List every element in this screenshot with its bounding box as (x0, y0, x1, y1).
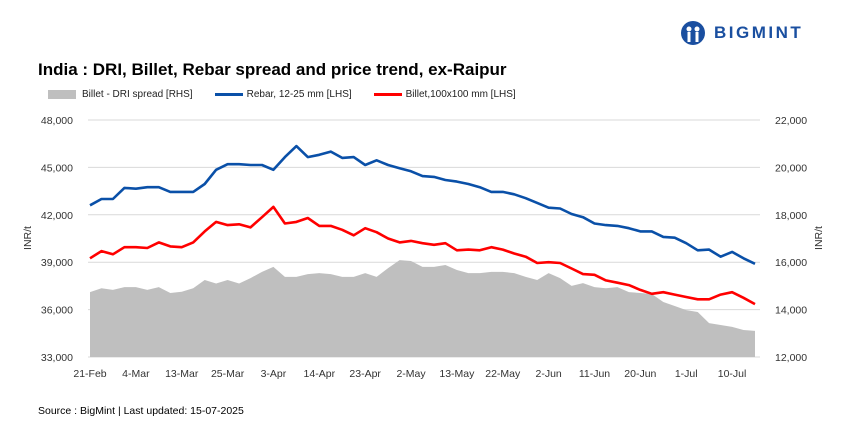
brand-name: BIGMINT (714, 23, 804, 42)
legend-swatch-line (214, 93, 243, 96)
x-tick-label: 1-Jul (675, 368, 698, 380)
legend-item-billet: Billet,100x100 mm [LHS] (373, 89, 516, 100)
x-tick-label: 25-Mar (211, 368, 245, 380)
series-area-spread (90, 260, 755, 357)
x-tick-label: 14-Apr (304, 368, 336, 380)
y-tick-left: 42,000 (41, 210, 73, 222)
x-tick-label: 2-May (396, 368, 426, 380)
y-tick-right: 14,000 (775, 305, 807, 317)
y-tick-right: 16,000 (775, 257, 807, 269)
bigmint-logo: BIGMINT (680, 20, 803, 46)
y-tick-right: 22,000 (775, 115, 807, 127)
x-tick-label: 23-Apr (349, 368, 381, 380)
legend-swatch-line (373, 93, 402, 96)
x-tick-label: 21-Feb (73, 368, 106, 380)
legend-item-spread: Billet - DRI spread [RHS] (48, 89, 193, 100)
y-tick-left: 45,000 (41, 162, 73, 174)
y-tick-right: 18,000 (775, 210, 807, 222)
x-tick-label: 4-Mar (122, 368, 150, 380)
y-tick-left: 33,000 (41, 352, 73, 364)
legend-swatch-area (48, 90, 76, 99)
y-tick-right: 20,000 (775, 162, 807, 174)
x-tick-label: 13-Mar (165, 368, 199, 380)
y-tick-left: 36,000 (41, 305, 73, 317)
legend-item-rebar: Rebar, 12-25 mm [LHS] (214, 89, 352, 100)
chart-title: India : DRI, Billet, Rebar spread and pr… (38, 60, 507, 79)
legend: Billet - DRI spread [RHS] Rebar, 12-25 m… (48, 89, 538, 100)
source-note: Source : BigMint | Last updated: 15-07-2… (38, 405, 244, 417)
series-line-billet (89, 205, 756, 306)
x-tick-label: 22-May (485, 368, 521, 380)
x-tick-label: 3-Apr (261, 368, 287, 380)
y-tick-right: 12,000 (775, 352, 807, 364)
y-axis-label-left: INR/t (22, 226, 34, 250)
x-tick-label: 13-May (439, 368, 475, 380)
bigmint-logo-icon (681, 21, 705, 45)
legend-label: Billet,100x100 mm [LHS] (405, 89, 516, 100)
legend-label: Billet - DRI spread [RHS] (82, 89, 193, 100)
y-tick-left: 39,000 (41, 257, 73, 269)
x-tick-label: 11-Jun (579, 368, 610, 380)
x-tick-label: 10-Jul (718, 368, 747, 380)
legend-label: Rebar, 12-25 mm [LHS] (246, 89, 352, 100)
series-line-rebar (89, 144, 756, 265)
x-tick-label: 20-Jun (624, 368, 656, 380)
y-axis-label-right: INR/t (813, 226, 825, 250)
x-tick-label: 2-Jun (535, 368, 561, 380)
y-tick-left: 48,000 (41, 115, 73, 127)
